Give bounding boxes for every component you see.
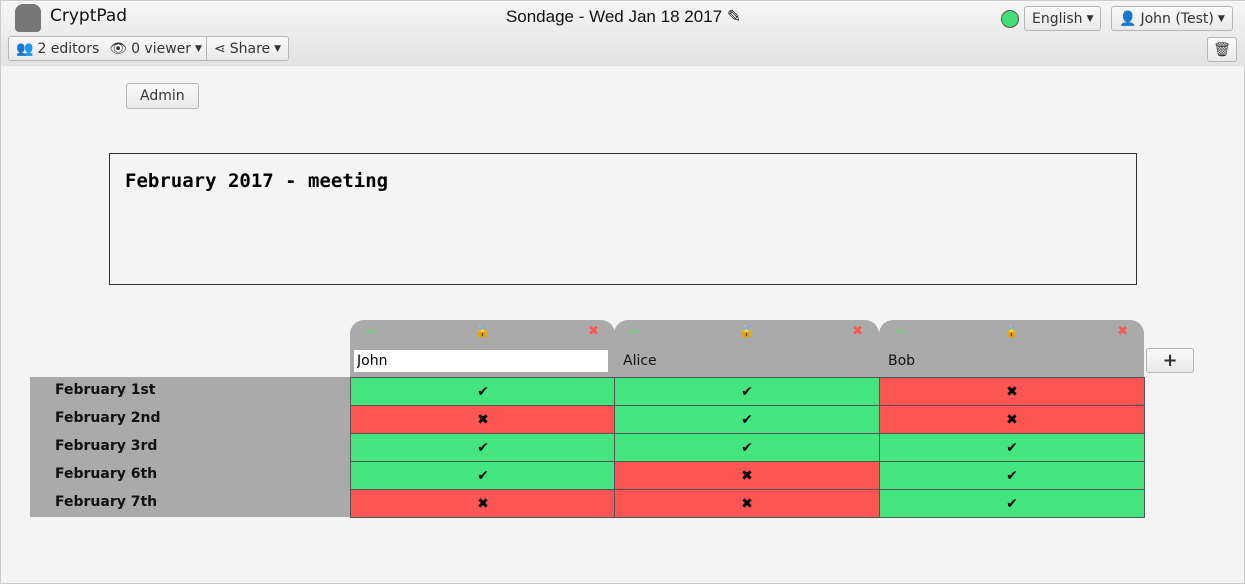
remove-column-icon[interactable]: ✖	[852, 324, 863, 339]
pad-title-text: Sondage - Wed Jan 18 2017	[505, 7, 723, 26]
cross-icon: ✖	[741, 467, 753, 484]
edit-pencil-icon[interactable]: ✏	[366, 325, 377, 339]
trash-icon: 🗑	[1213, 41, 1231, 58]
cross-icon: ✖	[477, 411, 489, 428]
vote-cell-no[interactable]: ✖	[614, 489, 880, 518]
row-label: February 1st	[30, 377, 350, 405]
cross-icon: ✖	[741, 495, 753, 512]
edit-pencil-icon[interactable]: ✏	[895, 325, 906, 339]
caret-down-icon: ▼	[274, 43, 282, 54]
pencil-icon[interactable]: ✎	[726, 7, 742, 26]
pad-title[interactable]: Sondage - Wed Jan 18 2017 ✎	[1, 7, 1245, 27]
editors-count: 2 editors	[37, 40, 100, 57]
row-label: February 3rd	[30, 433, 350, 461]
vote-cell-yes[interactable]: ✔	[614, 405, 880, 434]
lock-icon[interactable]: 🔒	[739, 324, 754, 338]
vote-cell-no[interactable]: ✖	[614, 461, 880, 490]
caret-down-icon: ▼	[1217, 13, 1225, 24]
poll-title-editor[interactable]: February 2017 - meeting	[109, 153, 1137, 285]
eye-icon: 👁	[109, 40, 128, 57]
row-label: February 7th	[30, 489, 350, 517]
language-label: English	[1032, 10, 1083, 27]
vote-cell-no[interactable]: ✖	[350, 489, 616, 518]
admin-button[interactable]: Admin	[126, 83, 199, 109]
cross-icon: ✖	[1006, 383, 1018, 400]
vote-cell-yes[interactable]: ✔	[879, 433, 1145, 462]
check-icon: ✔	[1006, 495, 1018, 512]
vote-cell-yes[interactable]: ✔	[350, 461, 616, 490]
check-icon: ✔	[1006, 467, 1018, 484]
connection-status-indicator	[1001, 10, 1019, 28]
toolbar: CryptPad Sondage - Wed Jan 18 2017 ✎ 👥 2 …	[1, 1, 1245, 66]
row-label: February 6th	[30, 461, 350, 489]
check-icon: ✔	[1006, 439, 1018, 456]
vote-cell-yes[interactable]: ✔	[614, 377, 880, 406]
unlock-icon[interactable]: 🔓	[475, 324, 490, 338]
share-button[interactable]: ⋖ Share ▼	[206, 36, 290, 61]
edit-pencil-icon[interactable]: ✏	[630, 325, 641, 339]
add-column-button[interactable]: +	[1146, 348, 1194, 373]
cross-icon: ✖	[477, 495, 489, 512]
trash-button[interactable]: 🗑	[1207, 37, 1237, 62]
caret-down-icon: ▼	[1086, 13, 1094, 24]
user-name: John (Test)	[1140, 10, 1214, 27]
users-icon: 👥	[16, 40, 34, 57]
check-icon: ✔	[477, 467, 489, 484]
caret-down-icon: ▼	[195, 43, 202, 54]
vote-cell-no[interactable]: ✖	[350, 405, 616, 434]
remove-column-icon[interactable]: ✖	[588, 324, 599, 339]
column-name-input[interactable]	[354, 350, 608, 372]
viewers-count: 0 viewer	[131, 40, 192, 57]
vote-cell-no[interactable]: ✖	[879, 377, 1145, 406]
users-dropdown[interactable]: 👥 2 editors 👁 0 viewer ▼	[8, 36, 210, 61]
share-icon: ⋖	[214, 40, 226, 57]
share-label: Share	[229, 40, 271, 57]
column-name: Bob	[888, 353, 916, 369]
language-dropdown[interactable]: English ▼	[1024, 6, 1102, 31]
check-icon: ✔	[741, 411, 753, 428]
lock-icon[interactable]: 🔒	[1004, 324, 1019, 338]
user-menu[interactable]: 👤 John (Test) ▼	[1111, 6, 1233, 31]
remove-column-icon[interactable]: ✖	[1117, 324, 1128, 339]
column-header: ✏ 🔓 ✖	[350, 320, 615, 377]
row-label: February 2nd	[30, 405, 350, 433]
check-icon: ✔	[477, 439, 489, 456]
column-header: ✏ 🔒 ✖ Bob	[879, 320, 1144, 377]
app-name: CryptPad	[50, 6, 128, 26]
check-icon: ✔	[741, 383, 753, 400]
vote-cell-yes[interactable]: ✔	[614, 433, 880, 462]
check-icon: ✔	[741, 439, 753, 456]
cross-icon: ✖	[1006, 411, 1018, 428]
vote-cell-yes[interactable]: ✔	[879, 461, 1145, 490]
column-header: ✏ 🔒 ✖ Alice	[614, 320, 879, 377]
check-icon: ✔	[477, 383, 489, 400]
vote-cell-yes[interactable]: ✔	[350, 377, 616, 406]
vote-cell-yes[interactable]: ✔	[350, 433, 616, 462]
user-icon: 👤	[1119, 10, 1137, 27]
cryptpad-logo-icon	[15, 4, 41, 32]
vote-cell-no[interactable]: ✖	[879, 405, 1145, 434]
vote-cell-yes[interactable]: ✔	[879, 489, 1145, 518]
column-name: Alice	[623, 353, 657, 369]
